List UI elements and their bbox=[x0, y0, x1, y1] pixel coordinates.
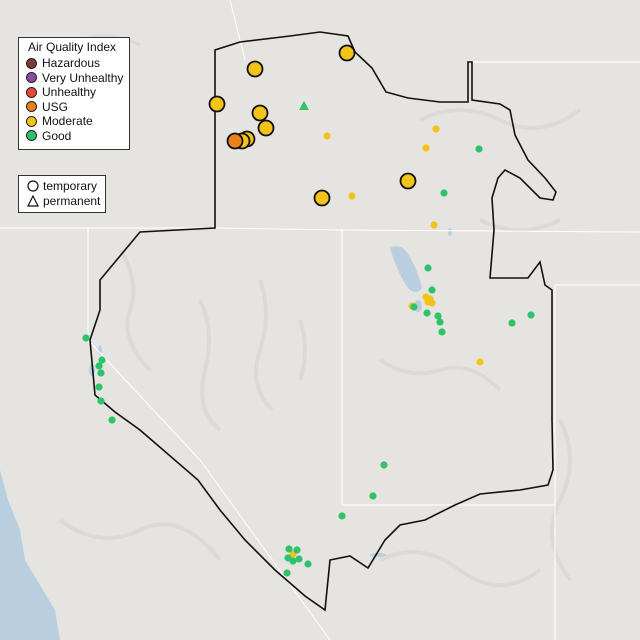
monitor-marker bbox=[424, 264, 432, 272]
legend-label: USG bbox=[42, 99, 69, 114]
legend-item-very-unhealthy: Very Unhealthy bbox=[19, 71, 129, 86]
monitor-marker bbox=[430, 221, 438, 229]
smoke-region-boundary bbox=[89, 31, 557, 612]
moderate-swatch bbox=[26, 115, 37, 127]
legend-item-usg: USG bbox=[19, 100, 129, 115]
monitor-marker bbox=[527, 311, 535, 319]
terrain-texture bbox=[19, 34, 582, 587]
usg-swatch bbox=[26, 101, 37, 113]
monitor-marker bbox=[422, 144, 430, 152]
legend-label: Very Unhealthy bbox=[42, 70, 124, 85]
great-salt-lake bbox=[390, 246, 422, 292]
pacific-ocean bbox=[0, 470, 60, 640]
monitor-marker bbox=[95, 383, 103, 391]
unhealthy-swatch bbox=[26, 86, 37, 98]
monitor-marker bbox=[434, 312, 442, 320]
monitor-marker bbox=[428, 286, 436, 294]
legend-item-hazardous: Hazardous bbox=[19, 56, 129, 71]
temporary-monitor-marker bbox=[257, 119, 275, 137]
temporary-monitor-marker bbox=[251, 104, 269, 122]
legend-label: Hazardous bbox=[42, 56, 101, 71]
monitor-marker bbox=[97, 397, 105, 405]
monitor-marker bbox=[289, 557, 297, 565]
monitor-marker bbox=[98, 356, 106, 364]
legend-label: temporary bbox=[43, 179, 98, 194]
bear-lake bbox=[448, 228, 452, 236]
permanent-monitor-marker bbox=[299, 101, 309, 110]
monitor-marker bbox=[432, 125, 440, 133]
monitor-marker bbox=[369, 492, 377, 500]
aqi-monitor-markers bbox=[82, 44, 535, 577]
very-unhealthy-swatch bbox=[26, 72, 37, 84]
monitor-marker bbox=[97, 369, 105, 377]
monitor-marker bbox=[108, 416, 116, 424]
legend-label: permanent bbox=[43, 193, 101, 208]
temporary-monitor-marker bbox=[208, 95, 226, 113]
monitor-marker bbox=[323, 132, 331, 140]
triangle-icon bbox=[26, 194, 40, 207]
monitor-marker bbox=[475, 145, 483, 153]
good-swatch bbox=[26, 130, 37, 142]
monitor-marker bbox=[440, 189, 448, 197]
monitor-marker bbox=[410, 303, 418, 311]
monitor-marker bbox=[380, 461, 388, 469]
monitor-marker bbox=[304, 560, 312, 568]
monitor-marker bbox=[82, 334, 90, 342]
monitor-marker bbox=[285, 545, 293, 553]
temporary-monitor-marker bbox=[226, 132, 244, 150]
lake-mead bbox=[370, 553, 386, 557]
legend-label: Unhealthy bbox=[42, 85, 97, 100]
monitor-marker bbox=[436, 318, 444, 326]
legend-item-unhealthy: Unhealthy bbox=[19, 85, 129, 100]
circle-icon bbox=[26, 180, 40, 192]
monitor-marker bbox=[424, 298, 432, 306]
monitor-marker bbox=[423, 309, 431, 317]
temporary-monitor-marker bbox=[246, 60, 264, 78]
temporary-monitor-marker bbox=[338, 44, 356, 62]
monitor-marker bbox=[438, 328, 446, 336]
legend-item-good: Good bbox=[19, 129, 129, 144]
legend-title: Air Quality Index bbox=[28, 40, 117, 54]
water-bodies bbox=[0, 228, 452, 640]
monitor-marker bbox=[508, 319, 516, 327]
monitor-marker bbox=[283, 569, 291, 577]
temporary-monitor-marker bbox=[399, 172, 417, 190]
aqi-legend: Air Quality Index Hazardous Very Unhealt… bbox=[18, 37, 130, 150]
legend-item-temporary: temporary bbox=[19, 179, 105, 194]
legend-item-permanent: permanent bbox=[19, 194, 105, 209]
monitor-marker bbox=[295, 555, 303, 563]
monitor-marker bbox=[348, 192, 356, 200]
monitor-marker bbox=[95, 362, 103, 370]
legend-label: Moderate bbox=[42, 114, 93, 129]
legend-label: Good bbox=[42, 128, 72, 143]
monitor-marker bbox=[293, 546, 301, 554]
legend-item-moderate: Moderate bbox=[19, 114, 129, 129]
hazardous-swatch bbox=[26, 57, 37, 69]
monitor-type-legend: temporary permanent bbox=[18, 175, 106, 213]
monitor-marker bbox=[476, 358, 484, 366]
monitor-marker bbox=[338, 512, 346, 520]
temporary-monitor-marker bbox=[313, 189, 331, 207]
